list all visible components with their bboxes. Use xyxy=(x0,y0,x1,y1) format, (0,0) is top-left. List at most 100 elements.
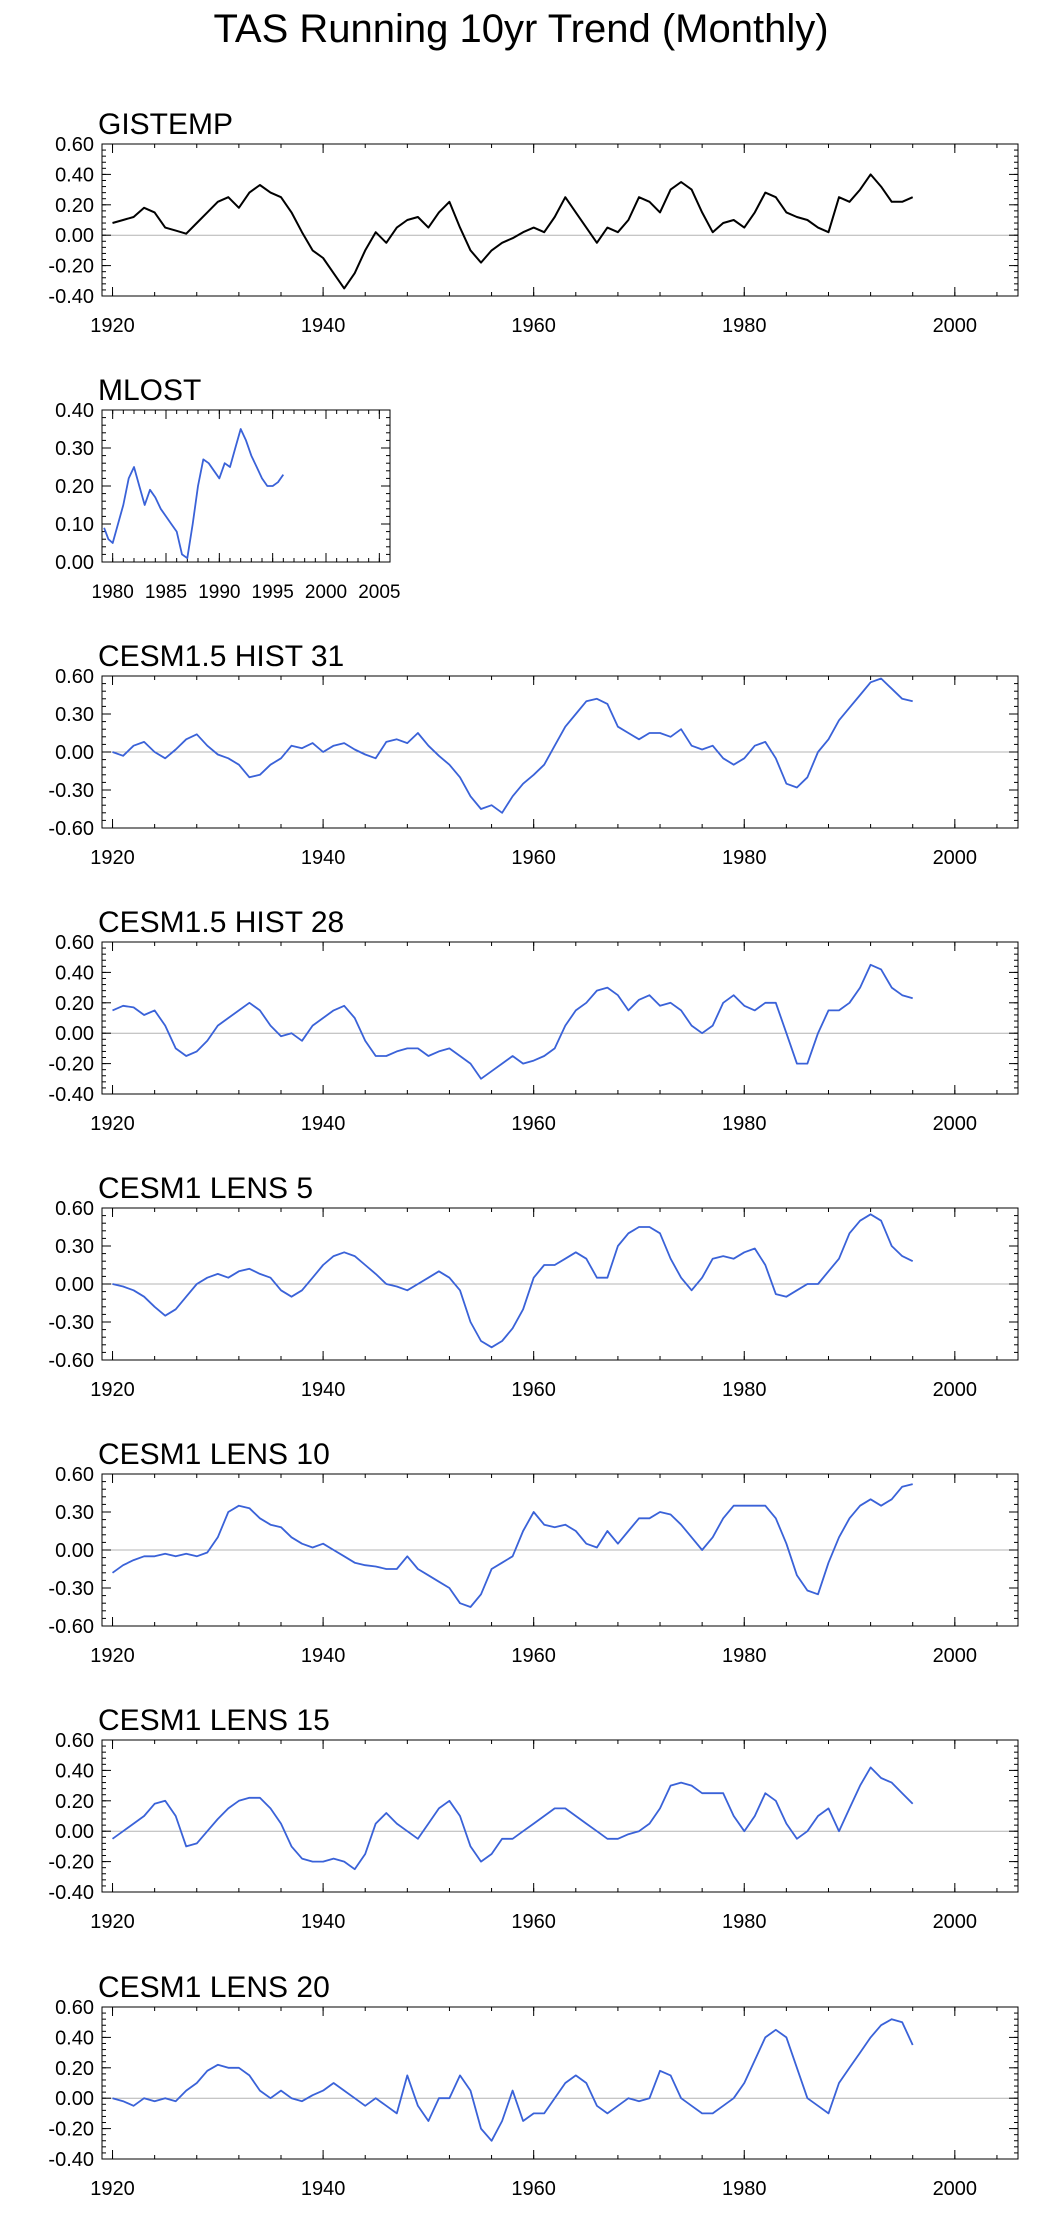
x-tick-label: 1960 xyxy=(511,1379,556,1401)
x-tick-label: 1940 xyxy=(301,847,346,869)
x-tick-label: 2000 xyxy=(933,1645,978,1667)
y-tick-label: -0.40 xyxy=(48,2149,94,2171)
chart-panel-3: -0.60 -0.30 0.00 0.30 0.60 1920 1940 1960 1980 20… xyxy=(48,640,1019,869)
y-tick-label: 0.60 xyxy=(55,1464,94,1486)
x-tick-label: 2000 xyxy=(933,1113,978,1135)
chart-panel-6: -0.60 -0.30 0.00 0.30 0.60 1920 1940 1960 1980 20… xyxy=(48,1438,1019,1667)
y-tick-label: 0.30 xyxy=(55,1236,94,1258)
x-tick-label: 1980 xyxy=(722,1645,767,1667)
x-tick-label: 1995 xyxy=(252,582,294,603)
y-tick-label: 0.20 xyxy=(55,195,94,217)
main-title: TAS Running 10yr Trend (Monthly) xyxy=(213,7,829,51)
y-tick-label: 0.30 xyxy=(55,438,94,460)
y-tick-label: 0.30 xyxy=(55,704,94,726)
y-tick-label: 0.40 xyxy=(55,400,94,422)
y-tick-label: -0.20 xyxy=(48,1852,94,1874)
x-tick-label: 1980 xyxy=(722,1379,767,1401)
series-line xyxy=(111,1483,913,1608)
series-line xyxy=(103,428,285,560)
panel-title: CESM1 LENS 10 xyxy=(98,1438,330,1471)
x-tick-label: 1980 xyxy=(722,847,767,869)
panel-title: MLOST xyxy=(98,374,201,407)
y-tick-label: -0.40 xyxy=(48,1882,94,1904)
chart-panel-8: -0.40 -0.20 0.00 0.20 0.40 0.60 1920 1940 1960 19… xyxy=(48,1971,1019,2200)
y-tick-label: -0.30 xyxy=(48,1578,94,1600)
panel-title: CESM1 LENS 5 xyxy=(98,1172,313,1205)
panel-title: CESM1 LENS 15 xyxy=(98,1704,330,1737)
x-tick-label: 1940 xyxy=(301,1379,346,1401)
plot-frame xyxy=(101,409,391,563)
y-tick-label: 0.40 xyxy=(55,1760,94,1782)
chart-panel-4: -0.40 -0.20 0.00 0.20 0.40 0.60 1920 1940 1960 19… xyxy=(48,906,1019,1135)
y-tick-label: -0.20 xyxy=(48,2119,94,2141)
x-tick-label: 1960 xyxy=(511,1645,556,1667)
x-tick-label: 1920 xyxy=(90,315,135,337)
panel-title: CESM1 LENS 20 xyxy=(98,1971,330,2004)
y-tick-label: 0.00 xyxy=(55,552,94,574)
x-tick-label: 2000 xyxy=(305,582,347,603)
x-tick-label: 1920 xyxy=(90,1911,135,1933)
x-tick-label: 1920 xyxy=(90,2178,135,2200)
series-line xyxy=(111,1766,914,1871)
x-tick-label: 1920 xyxy=(90,1645,135,1667)
y-tick-label: 0.00 xyxy=(55,742,94,764)
x-tick-label: 2000 xyxy=(933,1379,978,1401)
x-tick-label: 1990 xyxy=(198,582,240,603)
x-tick-label: 1940 xyxy=(301,1113,346,1135)
x-tick-label: 1980 xyxy=(722,1113,767,1135)
y-tick-label: -0.20 xyxy=(48,1054,94,1076)
y-tick-label: 0.20 xyxy=(55,2058,94,2080)
x-tick-label: 1960 xyxy=(511,1113,556,1135)
plot-frame xyxy=(101,1739,1019,1893)
y-tick-label: 0.60 xyxy=(55,666,94,688)
x-tick-label: 1920 xyxy=(90,1113,135,1135)
x-tick-label: 1960 xyxy=(511,1911,556,1933)
y-tick-label: -0.60 xyxy=(48,818,94,840)
y-tick-label: -0.20 xyxy=(48,256,94,278)
plot-frame xyxy=(101,941,1019,1095)
y-tick-label: -0.60 xyxy=(48,1350,94,1372)
x-tick-label: 1940 xyxy=(301,2178,346,2200)
y-tick-label: -0.30 xyxy=(48,780,94,802)
x-tick-label: 1960 xyxy=(511,847,556,869)
x-tick-label: 2000 xyxy=(933,847,978,869)
y-tick-label: -0.40 xyxy=(48,1084,94,1106)
x-tick-label: 1980 xyxy=(92,582,134,603)
y-tick-label: 0.60 xyxy=(55,1198,94,1220)
x-tick-label: 1980 xyxy=(722,2178,767,2200)
series-line xyxy=(112,963,913,1080)
panel-title: GISTEMP xyxy=(98,108,233,141)
x-tick-label: 1940 xyxy=(301,1911,346,1933)
y-tick-label: 0.20 xyxy=(55,1791,94,1813)
plot-frame xyxy=(101,143,1019,297)
y-tick-label: 0.60 xyxy=(55,1730,94,1752)
x-tick-label: 1985 xyxy=(145,582,187,603)
y-tick-label: 0.00 xyxy=(55,1821,94,1843)
series-line xyxy=(112,2018,914,2142)
x-tick-label: 1940 xyxy=(301,1645,346,1667)
y-tick-label: 0.00 xyxy=(55,225,94,247)
y-tick-label: 0.20 xyxy=(55,993,94,1015)
chart-panel-7: -0.40 -0.20 0.00 0.20 0.40 0.60 1920 1940 1960 19… xyxy=(48,1704,1019,1933)
chart-panel-1: -0.40 -0.20 0.00 0.20 0.40 0.60 1920 1940 1960 19… xyxy=(48,108,1019,337)
y-tick-label: 0.00 xyxy=(55,1023,94,1045)
y-tick-label: 0.00 xyxy=(55,2088,94,2110)
y-tick-label: 0.60 xyxy=(55,1997,94,2019)
x-tick-label: 2005 xyxy=(358,582,400,603)
series-line xyxy=(112,677,913,814)
x-tick-label: 2000 xyxy=(933,315,978,337)
y-tick-label: 0.10 xyxy=(55,514,94,536)
y-tick-label: 0.60 xyxy=(55,932,94,954)
y-tick-label: 0.30 xyxy=(55,1502,94,1524)
y-tick-label: 0.40 xyxy=(55,164,94,186)
series-line xyxy=(112,173,914,290)
panel-title: CESM1.5 HIST 31 xyxy=(98,640,344,673)
x-tick-label: 2000 xyxy=(933,2178,978,2200)
x-tick-label: 1920 xyxy=(90,847,135,869)
x-tick-label: 1980 xyxy=(722,315,767,337)
x-tick-label: 1960 xyxy=(511,315,556,337)
x-tick-label: 1940 xyxy=(301,315,346,337)
panel-title: CESM1.5 HIST 28 xyxy=(98,906,344,939)
chart-panel-5: -0.60 -0.30 0.00 0.30 0.60 1920 1940 1960 1980 20… xyxy=(48,1172,1019,1401)
